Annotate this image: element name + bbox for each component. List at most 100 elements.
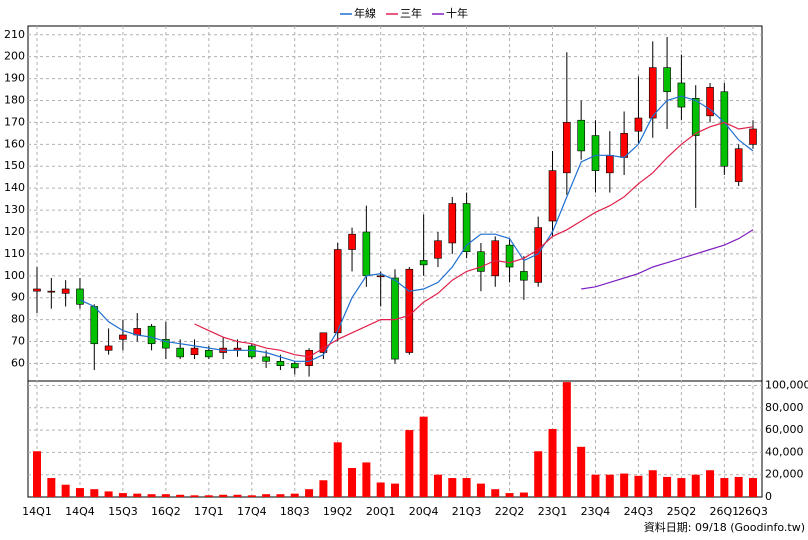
volume-bar <box>348 468 357 497</box>
source-note: 資料日期: 09/18 (Goodinfo.tw) <box>644 520 805 534</box>
y-tick-label: 80 <box>11 313 25 326</box>
y-tick-label: 90 <box>11 291 25 304</box>
x-tick-label: 17Q4 <box>237 505 267 518</box>
candle-body <box>648 67 657 119</box>
candle-body <box>520 271 528 281</box>
candle-body <box>362 231 371 277</box>
volume-bar <box>276 494 285 497</box>
volume-bar <box>61 484 70 497</box>
x-tick-label: 17Q1 <box>194 505 224 518</box>
y-tick-label: 160 <box>4 137 25 150</box>
candle-body <box>376 275 385 278</box>
volume-bar <box>476 483 485 497</box>
y-tick-label: 200 <box>4 50 25 63</box>
x-tick-label: 15Q3 <box>108 505 138 518</box>
candle-body <box>419 260 428 266</box>
candle-body <box>448 203 457 244</box>
volume-bar <box>319 480 328 497</box>
y-tick-label: 100 <box>4 269 25 282</box>
candle-body <box>176 347 184 358</box>
candle-body <box>749 128 757 145</box>
volume-bar <box>247 495 256 497</box>
candle-body <box>677 82 686 108</box>
candle-body <box>276 360 285 366</box>
volume-bar <box>419 416 428 497</box>
candle-body <box>319 332 328 353</box>
volume-bar <box>290 493 299 497</box>
candle-body <box>734 148 743 182</box>
y-tick-label: 130 <box>4 203 25 216</box>
candle-body <box>477 251 485 272</box>
y-tick-label: 180 <box>4 94 25 107</box>
candle-body <box>663 67 671 93</box>
volume-bar <box>104 491 113 497</box>
candle-body <box>147 325 156 345</box>
volume-bar <box>33 451 41 497</box>
candle-body <box>262 356 270 362</box>
candle-body <box>90 306 99 345</box>
x-tick-label: 21Q3 <box>452 505 482 518</box>
volume-bar <box>204 495 213 497</box>
candle-body <box>563 122 571 174</box>
volume-bar <box>720 478 729 497</box>
volume-bar <box>75 488 84 497</box>
candle-body <box>47 290 56 293</box>
ma-line <box>581 229 754 290</box>
volume-bar <box>362 462 371 497</box>
candle-body <box>190 347 199 356</box>
volume-bar <box>706 470 715 497</box>
y-tick-label: 140 <box>4 181 25 194</box>
candle-body <box>290 363 299 369</box>
volume-bar <box>376 482 385 497</box>
volume-bar <box>519 492 528 497</box>
y-tick-label: 210 <box>4 28 25 41</box>
volume-bar <box>262 494 271 497</box>
volume-bar <box>577 446 586 497</box>
y-tick-label: 150 <box>4 159 25 172</box>
volume-bar <box>677 478 686 497</box>
candle-body <box>76 288 84 305</box>
volume-bar <box>663 476 672 497</box>
y2-tick-label: 20,000 <box>765 468 804 481</box>
y-tick-label: 120 <box>4 225 25 238</box>
volume-bar <box>620 473 629 497</box>
volume-bar <box>734 476 743 497</box>
candle-body <box>720 91 729 167</box>
x-tick-label: 25Q2 <box>667 505 697 518</box>
y-tick-label: 60 <box>11 356 25 369</box>
volume-bar <box>333 442 342 497</box>
volume-bar <box>505 493 514 497</box>
candle-body <box>634 117 643 132</box>
x-tick-label: 26Q3 <box>738 505 768 518</box>
y-tick-label: 70 <box>11 335 25 348</box>
ma-line <box>194 121 754 358</box>
y2-tick-label: 0 <box>765 490 772 503</box>
volume-bar <box>161 494 170 497</box>
volume-bar <box>691 474 700 497</box>
volume-bar <box>176 494 185 497</box>
candle-body <box>248 345 256 358</box>
x-tick-label: 14Q1 <box>22 505 52 518</box>
x-tick-label: 20Q4 <box>409 505 439 518</box>
volume-bar <box>133 493 142 497</box>
candle-body <box>505 244 514 268</box>
candle-body <box>591 135 600 171</box>
volume-bar <box>233 494 242 497</box>
candle-body <box>333 249 342 334</box>
y2-tick-label: 100,000 <box>765 378 808 391</box>
candle-body <box>61 288 70 294</box>
volume-bar <box>562 382 571 497</box>
candle-body <box>605 154 614 174</box>
y2-tick-label: 40,000 <box>765 445 804 458</box>
volume-bar <box>190 495 199 497</box>
volume-bar <box>405 430 414 497</box>
x-tick-label: 18Q3 <box>280 505 310 518</box>
candle-body <box>348 233 356 250</box>
candle-body <box>462 203 471 253</box>
volume-bar <box>749 478 757 497</box>
volume-bar <box>118 493 127 497</box>
candle-body <box>577 119 585 152</box>
candle-body <box>706 87 714 117</box>
x-tick-label: 24Q3 <box>624 505 654 518</box>
